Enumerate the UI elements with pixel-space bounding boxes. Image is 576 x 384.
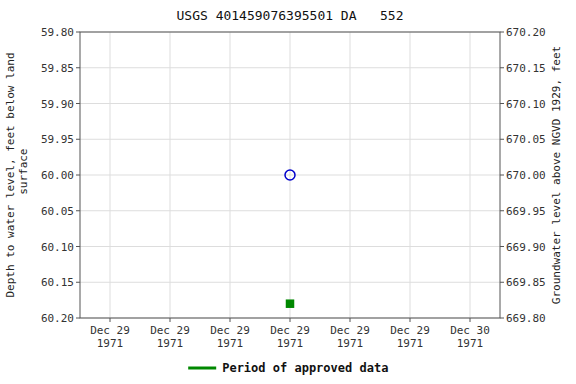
text-line: 1971 bbox=[397, 337, 424, 350]
text-line: 1971 bbox=[217, 337, 244, 350]
text-line: Dec 29 bbox=[150, 324, 190, 337]
y2-tick-label: 669.80 bbox=[506, 312, 546, 325]
y-tick bbox=[76, 175, 80, 176]
y2-tick bbox=[500, 318, 504, 319]
text-line: 1971 bbox=[157, 337, 184, 350]
x-tick bbox=[110, 318, 111, 322]
x-tick-label: Dec 291971 bbox=[90, 324, 130, 350]
text-line: Dec 29 bbox=[330, 324, 370, 337]
marks bbox=[285, 170, 295, 307]
y-tick-label: 59.85 bbox=[41, 62, 74, 75]
x-tick bbox=[170, 318, 171, 322]
legend-label: Period of approved data bbox=[222, 361, 388, 375]
text-line: 1971 bbox=[277, 337, 304, 350]
y2-tick-label: 669.85 bbox=[506, 276, 546, 289]
text-line: Dec 29 bbox=[210, 324, 250, 337]
x-tick-label: Dec 301971 bbox=[450, 324, 490, 350]
point bbox=[287, 300, 294, 307]
series bbox=[285, 170, 295, 180]
y-tick-label: 59.80 bbox=[41, 26, 74, 39]
y2-axis: 670.20 670.15 670.10 670.05 670.00 669.95 669.… bbox=[500, 26, 546, 325]
grid-line-x bbox=[410, 32, 411, 318]
series bbox=[287, 300, 294, 307]
y-tick bbox=[76, 282, 80, 283]
x-tick bbox=[290, 318, 291, 322]
y2-tick-label: 670.20 bbox=[506, 26, 546, 39]
legend-swatch bbox=[188, 367, 216, 370]
y-axis: 59.80 59.85 59.90 59.95 60.00 60.05 60.10 60.15… bbox=[41, 26, 80, 325]
y-tick bbox=[76, 32, 80, 33]
grid bbox=[80, 32, 500, 318]
x-tick bbox=[470, 318, 471, 322]
x-axis: Dec 291971Dec 291971Dec 291971Dec 291971… bbox=[90, 318, 490, 350]
text-line: Dec 29 bbox=[390, 324, 430, 337]
y-tick bbox=[76, 210, 80, 211]
grid-line-x bbox=[290, 32, 291, 318]
y2-tick-label: 669.90 bbox=[506, 241, 546, 254]
y2-tick-label: 670.00 bbox=[506, 169, 546, 182]
x-tick-label: Dec 291971 bbox=[330, 324, 370, 350]
text-line: Groundwater level above NGVD 1929, feet bbox=[550, 46, 563, 304]
y-tick bbox=[76, 318, 80, 319]
y2-tick bbox=[500, 210, 504, 211]
y2-tick bbox=[500, 32, 504, 33]
title: USGS 401459076395501 DA 552 bbox=[177, 8, 404, 23]
y-tick bbox=[76, 67, 80, 68]
x-tick bbox=[410, 318, 411, 322]
grid-line-x bbox=[470, 32, 471, 318]
y-tick-label: 59.95 bbox=[41, 133, 74, 146]
text-line: Depth to water level, feet below land bbox=[4, 52, 17, 297]
x-tick-label: Dec 291971 bbox=[210, 324, 250, 350]
text-line: Dec 30 bbox=[450, 324, 490, 337]
chart: 59.80 59.85 59.90 59.95 60.00 60.05 60.10 60.15… bbox=[0, 0, 576, 384]
legend: Period of approved data bbox=[188, 361, 388, 375]
y-tick-label: 60.10 bbox=[41, 241, 74, 254]
y-tick bbox=[76, 139, 80, 140]
plot-frame bbox=[80, 32, 500, 318]
y2-tick-label: 669.95 bbox=[506, 205, 546, 218]
x-tick-label: Dec 291971 bbox=[390, 324, 430, 350]
y2-tick bbox=[500, 139, 504, 140]
text-line: 1971 bbox=[337, 337, 364, 350]
y-tick-label: 60.15 bbox=[41, 276, 74, 289]
grid-line-x bbox=[170, 32, 171, 318]
y2-tick bbox=[500, 67, 504, 68]
x-tick-label: Dec 291971 bbox=[150, 324, 190, 350]
y2-tick bbox=[500, 282, 504, 283]
y-tick-label: 60.20 bbox=[41, 312, 74, 325]
y-tick-label: 59.90 bbox=[41, 98, 74, 111]
x-tick bbox=[350, 318, 351, 322]
y2-tick-label: 670.05 bbox=[506, 133, 546, 146]
y2-tick bbox=[500, 246, 504, 247]
y-tick bbox=[76, 246, 80, 247]
text-line: Dec 29 bbox=[90, 324, 130, 337]
grid-line-x bbox=[230, 32, 231, 318]
y-tick-label: 60.05 bbox=[41, 205, 74, 218]
x-tick-label: Dec 291971 bbox=[270, 324, 310, 350]
y2-tick-label: 670.10 bbox=[506, 98, 546, 111]
y2-tick bbox=[500, 103, 504, 104]
y2-axis-label: Groundwater level above NGVD 1929, feet bbox=[550, 46, 563, 304]
text-line: Dec 29 bbox=[270, 324, 310, 337]
text-line: 1971 bbox=[97, 337, 124, 350]
y-tick-label: 60.00 bbox=[41, 169, 74, 182]
y-axis-label: Depth to water level, feet below land su… bbox=[4, 52, 30, 297]
grid-line-x bbox=[110, 32, 111, 318]
text-line: 1971 bbox=[457, 337, 484, 350]
text-line: surface bbox=[17, 149, 30, 202]
y2-tick bbox=[500, 175, 504, 176]
y-tick bbox=[76, 103, 80, 104]
y2-tick-label: 670.15 bbox=[506, 62, 546, 75]
x-tick bbox=[230, 318, 231, 322]
grid-line-x bbox=[350, 32, 351, 318]
point bbox=[285, 170, 295, 180]
